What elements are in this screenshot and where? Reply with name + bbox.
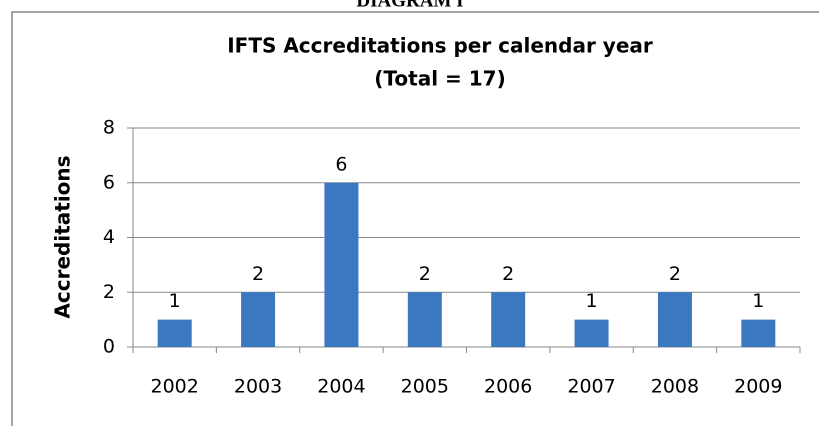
data-label: 2 xyxy=(419,263,431,285)
x-tick-label: 2007 xyxy=(567,376,615,398)
chart-frame xyxy=(11,11,819,426)
chart-subtitle: (Total = 17) xyxy=(374,67,505,91)
x-tick-label: 2008 xyxy=(651,376,699,398)
y-tick-label: 6 xyxy=(103,171,115,193)
bar xyxy=(157,319,192,347)
x-tick-label: 2009 xyxy=(734,376,782,398)
bar xyxy=(741,319,776,347)
data-label: 2 xyxy=(669,263,681,285)
bar xyxy=(241,292,276,347)
bar xyxy=(491,292,526,347)
header: DIAGRAM I xyxy=(356,0,463,11)
bar xyxy=(657,292,692,347)
x-tick-label: 2005 xyxy=(401,376,449,398)
y-tick-label: 8 xyxy=(103,117,115,139)
x-tick-label: 2004 xyxy=(317,376,365,398)
y-tick-label: 0 xyxy=(103,336,115,358)
bar xyxy=(324,182,359,347)
data-label: 6 xyxy=(335,153,347,175)
x-tick-label: 2002 xyxy=(151,376,199,398)
data-label: 1 xyxy=(169,290,181,312)
y-axis-label: Accreditations xyxy=(51,155,75,318)
y-tick-label: 4 xyxy=(103,226,115,248)
chart-title: IFTS Accreditations per calendar year xyxy=(227,34,653,58)
data-label: 1 xyxy=(586,290,598,312)
bar xyxy=(407,292,442,347)
data-label: 2 xyxy=(502,263,514,285)
x-tick-label: 2003 xyxy=(234,376,282,398)
x-tick-label: 2006 xyxy=(484,376,532,398)
bar xyxy=(574,319,609,347)
y-tick-label: 2 xyxy=(103,281,115,303)
data-label: 2 xyxy=(252,263,264,285)
data-label: 1 xyxy=(752,290,764,312)
